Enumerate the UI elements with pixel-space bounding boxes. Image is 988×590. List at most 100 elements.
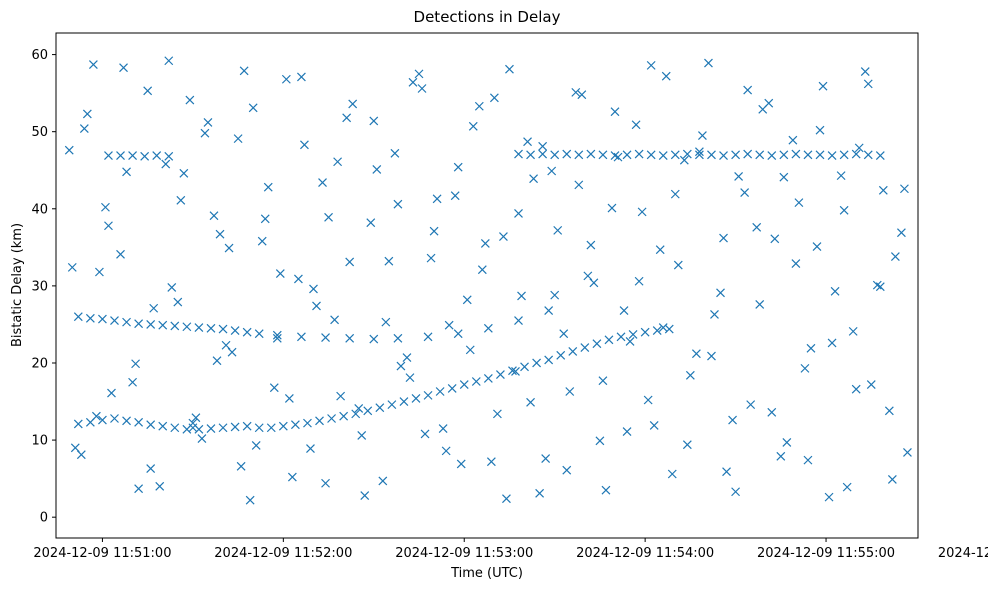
data-point	[842, 482, 852, 492]
data-point	[411, 394, 421, 403]
data-point	[218, 324, 228, 334]
data-point	[598, 376, 608, 386]
data-point	[296, 72, 306, 82]
data-point	[863, 79, 873, 89]
data-point	[67, 262, 77, 272]
data-point	[477, 265, 487, 275]
data-point	[517, 291, 526, 301]
data-point	[722, 467, 731, 477]
data-point	[752, 222, 762, 232]
data-point	[704, 58, 713, 68]
data-point	[278, 421, 288, 431]
data-point	[734, 171, 744, 181]
data-point	[221, 340, 231, 350]
data-point	[230, 326, 240, 336]
data-point	[598, 150, 608, 160]
data-point	[254, 423, 264, 433]
data-point	[523, 137, 532, 147]
data-point	[366, 218, 376, 228]
data-point	[284, 394, 294, 403]
data-point	[76, 450, 86, 460]
y-axis-label: Bistatic Delay (km)	[10, 223, 25, 347]
data-point	[679, 155, 689, 165]
data-point	[740, 188, 750, 198]
data-point	[673, 260, 683, 270]
data-point	[884, 406, 894, 416]
data-point	[839, 150, 849, 160]
data-point	[272, 330, 282, 340]
data-point	[122, 416, 131, 426]
data-point	[414, 69, 424, 79]
data-point	[710, 309, 719, 319]
data-point	[767, 151, 777, 161]
data-point	[351, 409, 361, 419]
data-point	[200, 128, 210, 138]
x-axis-label: Time (UTC)	[450, 566, 523, 581]
data-point	[505, 64, 514, 74]
data-point	[652, 326, 662, 336]
data-point	[682, 440, 692, 450]
data-point	[655, 245, 665, 255]
data-point	[203, 118, 213, 127]
data-point	[423, 332, 433, 342]
data-point	[707, 351, 716, 361]
data-point	[538, 149, 548, 159]
data-point	[667, 469, 677, 479]
data-point	[643, 395, 653, 405]
chart-title: Detections in Delay	[414, 8, 561, 26]
data-point	[854, 143, 864, 153]
data-point	[372, 165, 382, 174]
data-point	[110, 316, 119, 326]
data-point	[851, 149, 861, 159]
data-point	[79, 124, 89, 134]
data-point	[658, 151, 668, 161]
data-point	[661, 71, 671, 81]
data-point	[143, 86, 153, 96]
data-point	[622, 150, 632, 160]
data-point	[746, 400, 756, 410]
data-point	[134, 417, 144, 427]
data-point	[670, 150, 680, 160]
data-point	[559, 329, 569, 339]
data-point	[348, 99, 358, 109]
data-point	[450, 191, 460, 201]
data-point	[502, 494, 511, 504]
data-point	[486, 457, 496, 467]
data-point	[381, 317, 391, 327]
data-point	[191, 413, 201, 423]
data-point	[161, 159, 171, 169]
data-point	[224, 243, 234, 253]
data-point	[903, 447, 912, 457]
data-point	[872, 280, 882, 290]
data-point	[70, 443, 80, 453]
data-point	[806, 343, 816, 353]
data-point	[402, 353, 412, 363]
data-point	[616, 332, 626, 342]
data-point	[900, 184, 909, 194]
data-point	[604, 335, 614, 345]
data-point	[242, 421, 252, 431]
data-point	[444, 320, 454, 330]
data-point	[399, 397, 409, 406]
data-point	[155, 481, 165, 491]
x-tick-label: 2024-12-09 11:52:00	[214, 546, 352, 561]
data-point	[694, 150, 704, 160]
data-point	[682, 149, 692, 159]
data-point	[236, 461, 246, 471]
data-point	[101, 202, 110, 212]
data-point	[755, 299, 765, 309]
data-point	[194, 323, 204, 332]
data-point	[694, 147, 704, 157]
data-point	[300, 140, 309, 150]
data-point	[369, 116, 379, 126]
data-point	[586, 149, 596, 159]
data-point	[776, 451, 786, 461]
data-point	[287, 472, 297, 482]
data-point	[580, 343, 590, 352]
data-point	[420, 429, 430, 439]
data-point	[538, 141, 548, 151]
data-point	[547, 166, 557, 176]
data-point	[492, 409, 502, 419]
data-point	[360, 491, 370, 501]
data-point	[571, 87, 581, 97]
